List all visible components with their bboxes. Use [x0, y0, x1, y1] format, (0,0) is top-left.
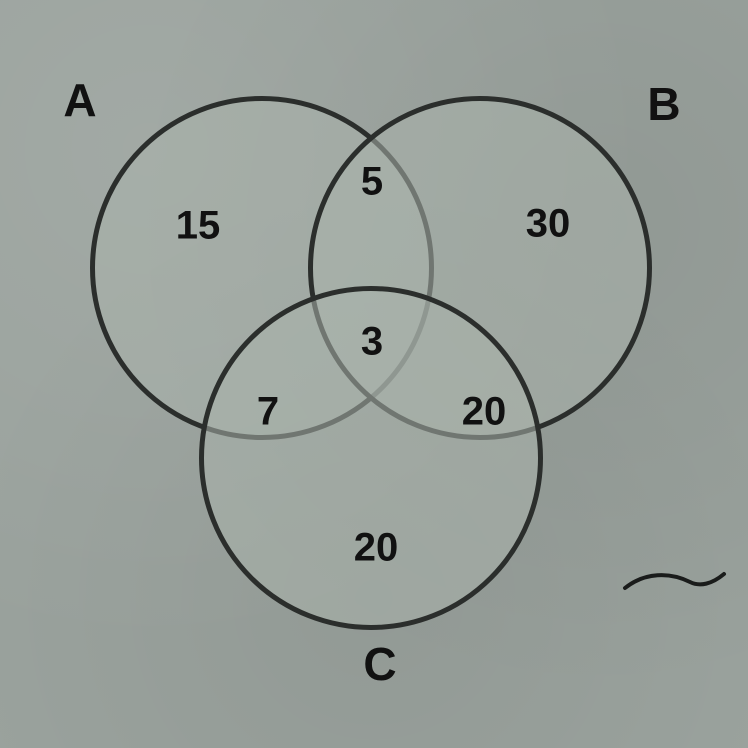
region-b-and-c: 20: [462, 390, 507, 435]
region-a-and-b: 5: [361, 160, 383, 205]
scan-artifact-mark: [620, 560, 730, 600]
region-a-b-c: 3: [361, 320, 383, 365]
region-c-only: 20: [354, 526, 399, 571]
set-label-b: B: [647, 77, 680, 131]
region-a-and-c: 7: [257, 390, 279, 435]
set-label-c: C: [363, 637, 396, 691]
region-a-only: 15: [176, 204, 221, 249]
set-label-a: A: [63, 73, 96, 127]
region-b-only: 30: [526, 202, 571, 247]
venn-diagram: A B C 15 30 20 5 7 20 3: [0, 0, 748, 748]
